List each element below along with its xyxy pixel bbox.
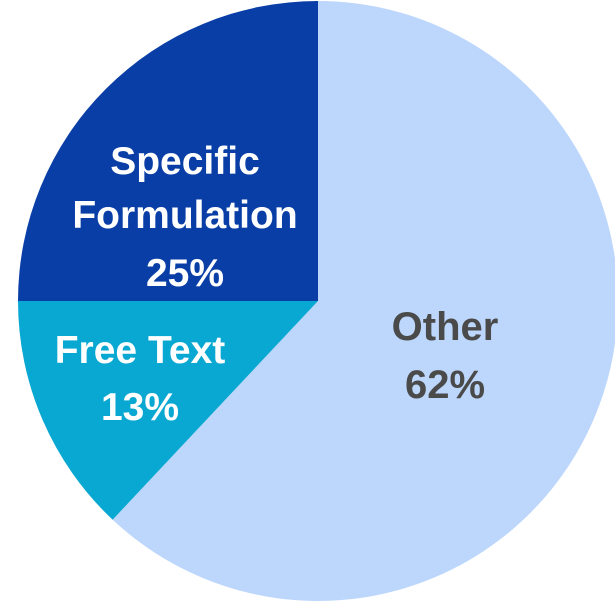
- slice-value-label: 62%: [405, 363, 485, 407]
- slice-category-label: Formulation: [72, 194, 297, 237]
- slice-category-label: Specific: [110, 140, 260, 183]
- pie-label-other: Other 62%: [392, 305, 499, 407]
- slice-category-label: Free Text: [55, 329, 226, 372]
- slice-category-label: Other: [392, 305, 499, 349]
- pie-slice-other: [112, 1, 615, 601]
- pie-slice-specific-formulation: [18, 1, 318, 301]
- pie-slice-free-text: [18, 301, 318, 520]
- pie-slices: [18, 1, 615, 601]
- pie-labels: Other 62% Free Text 13% Specific Formulation 2…: [55, 140, 499, 429]
- slice-value-label: 25%: [146, 252, 224, 295]
- pie-label-specific-formulation: Specific Formulation 25%: [72, 140, 297, 295]
- pie-label-free-text: Free Text 13%: [55, 329, 226, 429]
- slice-value-label: 13%: [101, 386, 179, 429]
